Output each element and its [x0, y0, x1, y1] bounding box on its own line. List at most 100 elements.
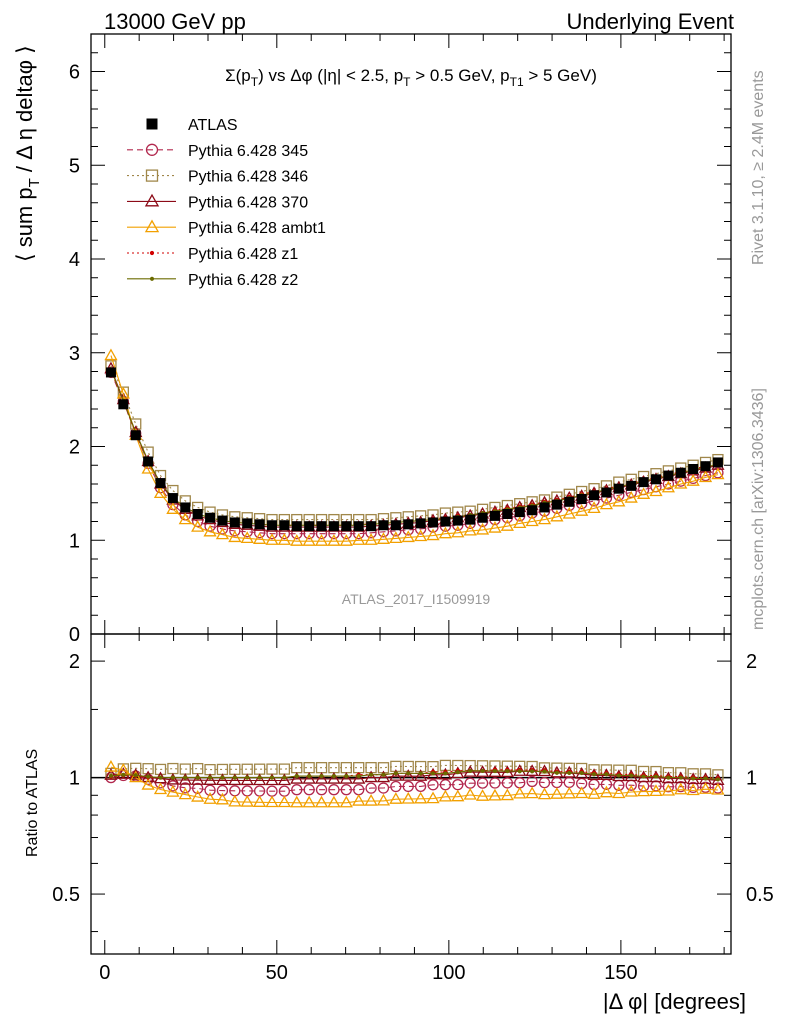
main-y-tick-label: 4: [69, 249, 80, 271]
ratio-point: [364, 770, 378, 783]
data-point: [141, 461, 155, 474]
ratio-point: [661, 783, 675, 796]
ratio-point: [579, 770, 584, 776]
ratio-point: [252, 795, 267, 807]
ratio-point: [438, 789, 453, 802]
ratio-point: [414, 769, 428, 781]
ratio-point: [277, 795, 291, 808]
ratio-point: [290, 795, 304, 808]
ratio-point: [339, 795, 353, 808]
header-left: 13000 GeV pp: [104, 9, 246, 34]
data-point: [254, 519, 265, 530]
data-point: [130, 430, 141, 441]
legend-label: ATLAS: [188, 117, 238, 134]
main-y-tick-label: 5: [69, 155, 80, 177]
ratio-point: [331, 774, 337, 779]
ratio-point: [192, 782, 204, 795]
series-line: [110, 372, 719, 535]
ratio-point: [154, 763, 167, 776]
ratio-point: [666, 775, 671, 780]
ratio-series-group: [104, 759, 725, 808]
data-point: [403, 519, 414, 530]
ratio-point: [604, 772, 609, 777]
legend-marker: [149, 276, 155, 281]
header-right: Underlying Event: [566, 9, 734, 34]
legend-entry: Pythia 6.428 345: [127, 143, 308, 160]
ratio-point: [203, 792, 217, 804]
ratio-point: [591, 772, 597, 777]
ratio-point: [183, 775, 188, 780]
data-point: [688, 464, 699, 474]
ratio-y-tick-label: 0.5: [52, 884, 80, 906]
data-point: [328, 521, 339, 532]
data-point: [589, 490, 600, 501]
ratio-point: [215, 773, 230, 786]
data-point: [650, 474, 661, 485]
data-point: [414, 529, 428, 542]
main-y-tick-label: 6: [69, 62, 80, 84]
ratio-point: [216, 784, 229, 797]
data-point: [341, 521, 352, 532]
data-point: [475, 522, 490, 535]
ratio-point: [303, 784, 315, 796]
data-point: [143, 456, 154, 467]
legend-label: Pythia 6.428 370: [188, 194, 308, 211]
data-point: [390, 520, 401, 531]
ratio-point: [612, 786, 626, 799]
ratio-point: [476, 777, 489, 789]
ratio-point: [562, 786, 576, 799]
ratio-point: [207, 775, 213, 780]
ratio-point: [468, 768, 473, 773]
series-pythia-6-428-ambt1: [104, 348, 725, 546]
ratio-point: [377, 782, 390, 794]
ratio-point: [414, 791, 428, 804]
data-point: [550, 509, 564, 522]
ratio-point: [294, 774, 299, 779]
ratio-point: [530, 769, 535, 774]
ratio-point: [636, 784, 651, 797]
legend-label: Pythia 6.428 ambt1: [188, 220, 326, 237]
data-point: [327, 534, 341, 546]
ratio-point: [542, 769, 547, 774]
data-point: [649, 484, 663, 497]
legend-marker: [144, 219, 160, 233]
ratio-point: [314, 795, 329, 808]
data-point: [316, 521, 327, 532]
ratio-point: [240, 794, 254, 807]
data-point: [180, 502, 191, 513]
ratio-point: [616, 773, 621, 778]
legend-entry: Pythia 6.428 z2: [127, 272, 298, 289]
ratio-point: [302, 771, 316, 784]
ratio-point: [327, 795, 341, 808]
ratio-point: [500, 788, 514, 801]
data-point: [675, 467, 686, 478]
main-y-tick-label: 3: [69, 343, 80, 365]
data-point: [712, 457, 723, 468]
data-point: [612, 494, 626, 507]
legend-marker: [144, 193, 160, 207]
ratio-point: [166, 772, 180, 785]
ratio-point: [505, 769, 510, 774]
data-point: [252, 532, 267, 544]
rivet-label: Rivet 3.1.10, ≥ 2.4M events: [750, 70, 767, 265]
ratio-point: [376, 770, 391, 783]
ratio-point: [649, 784, 663, 797]
data-point: [364, 533, 378, 545]
data-point: [240, 531, 254, 544]
ratio-point: [142, 763, 154, 775]
data-point: [626, 480, 637, 491]
ratio-point: [220, 775, 225, 780]
ratio-point: [537, 787, 552, 800]
main-plot-frame: [90, 33, 732, 635]
data-point: [378, 520, 389, 531]
ratio-point: [277, 773, 291, 786]
data-point: [438, 526, 453, 539]
ratio-point: [269, 775, 275, 780]
data-point: [674, 476, 688, 489]
ratio-point: [356, 774, 361, 779]
ratio-point: [451, 789, 465, 802]
data-point: [525, 514, 539, 527]
ratio-point: [480, 768, 485, 774]
data-point: [242, 518, 253, 529]
